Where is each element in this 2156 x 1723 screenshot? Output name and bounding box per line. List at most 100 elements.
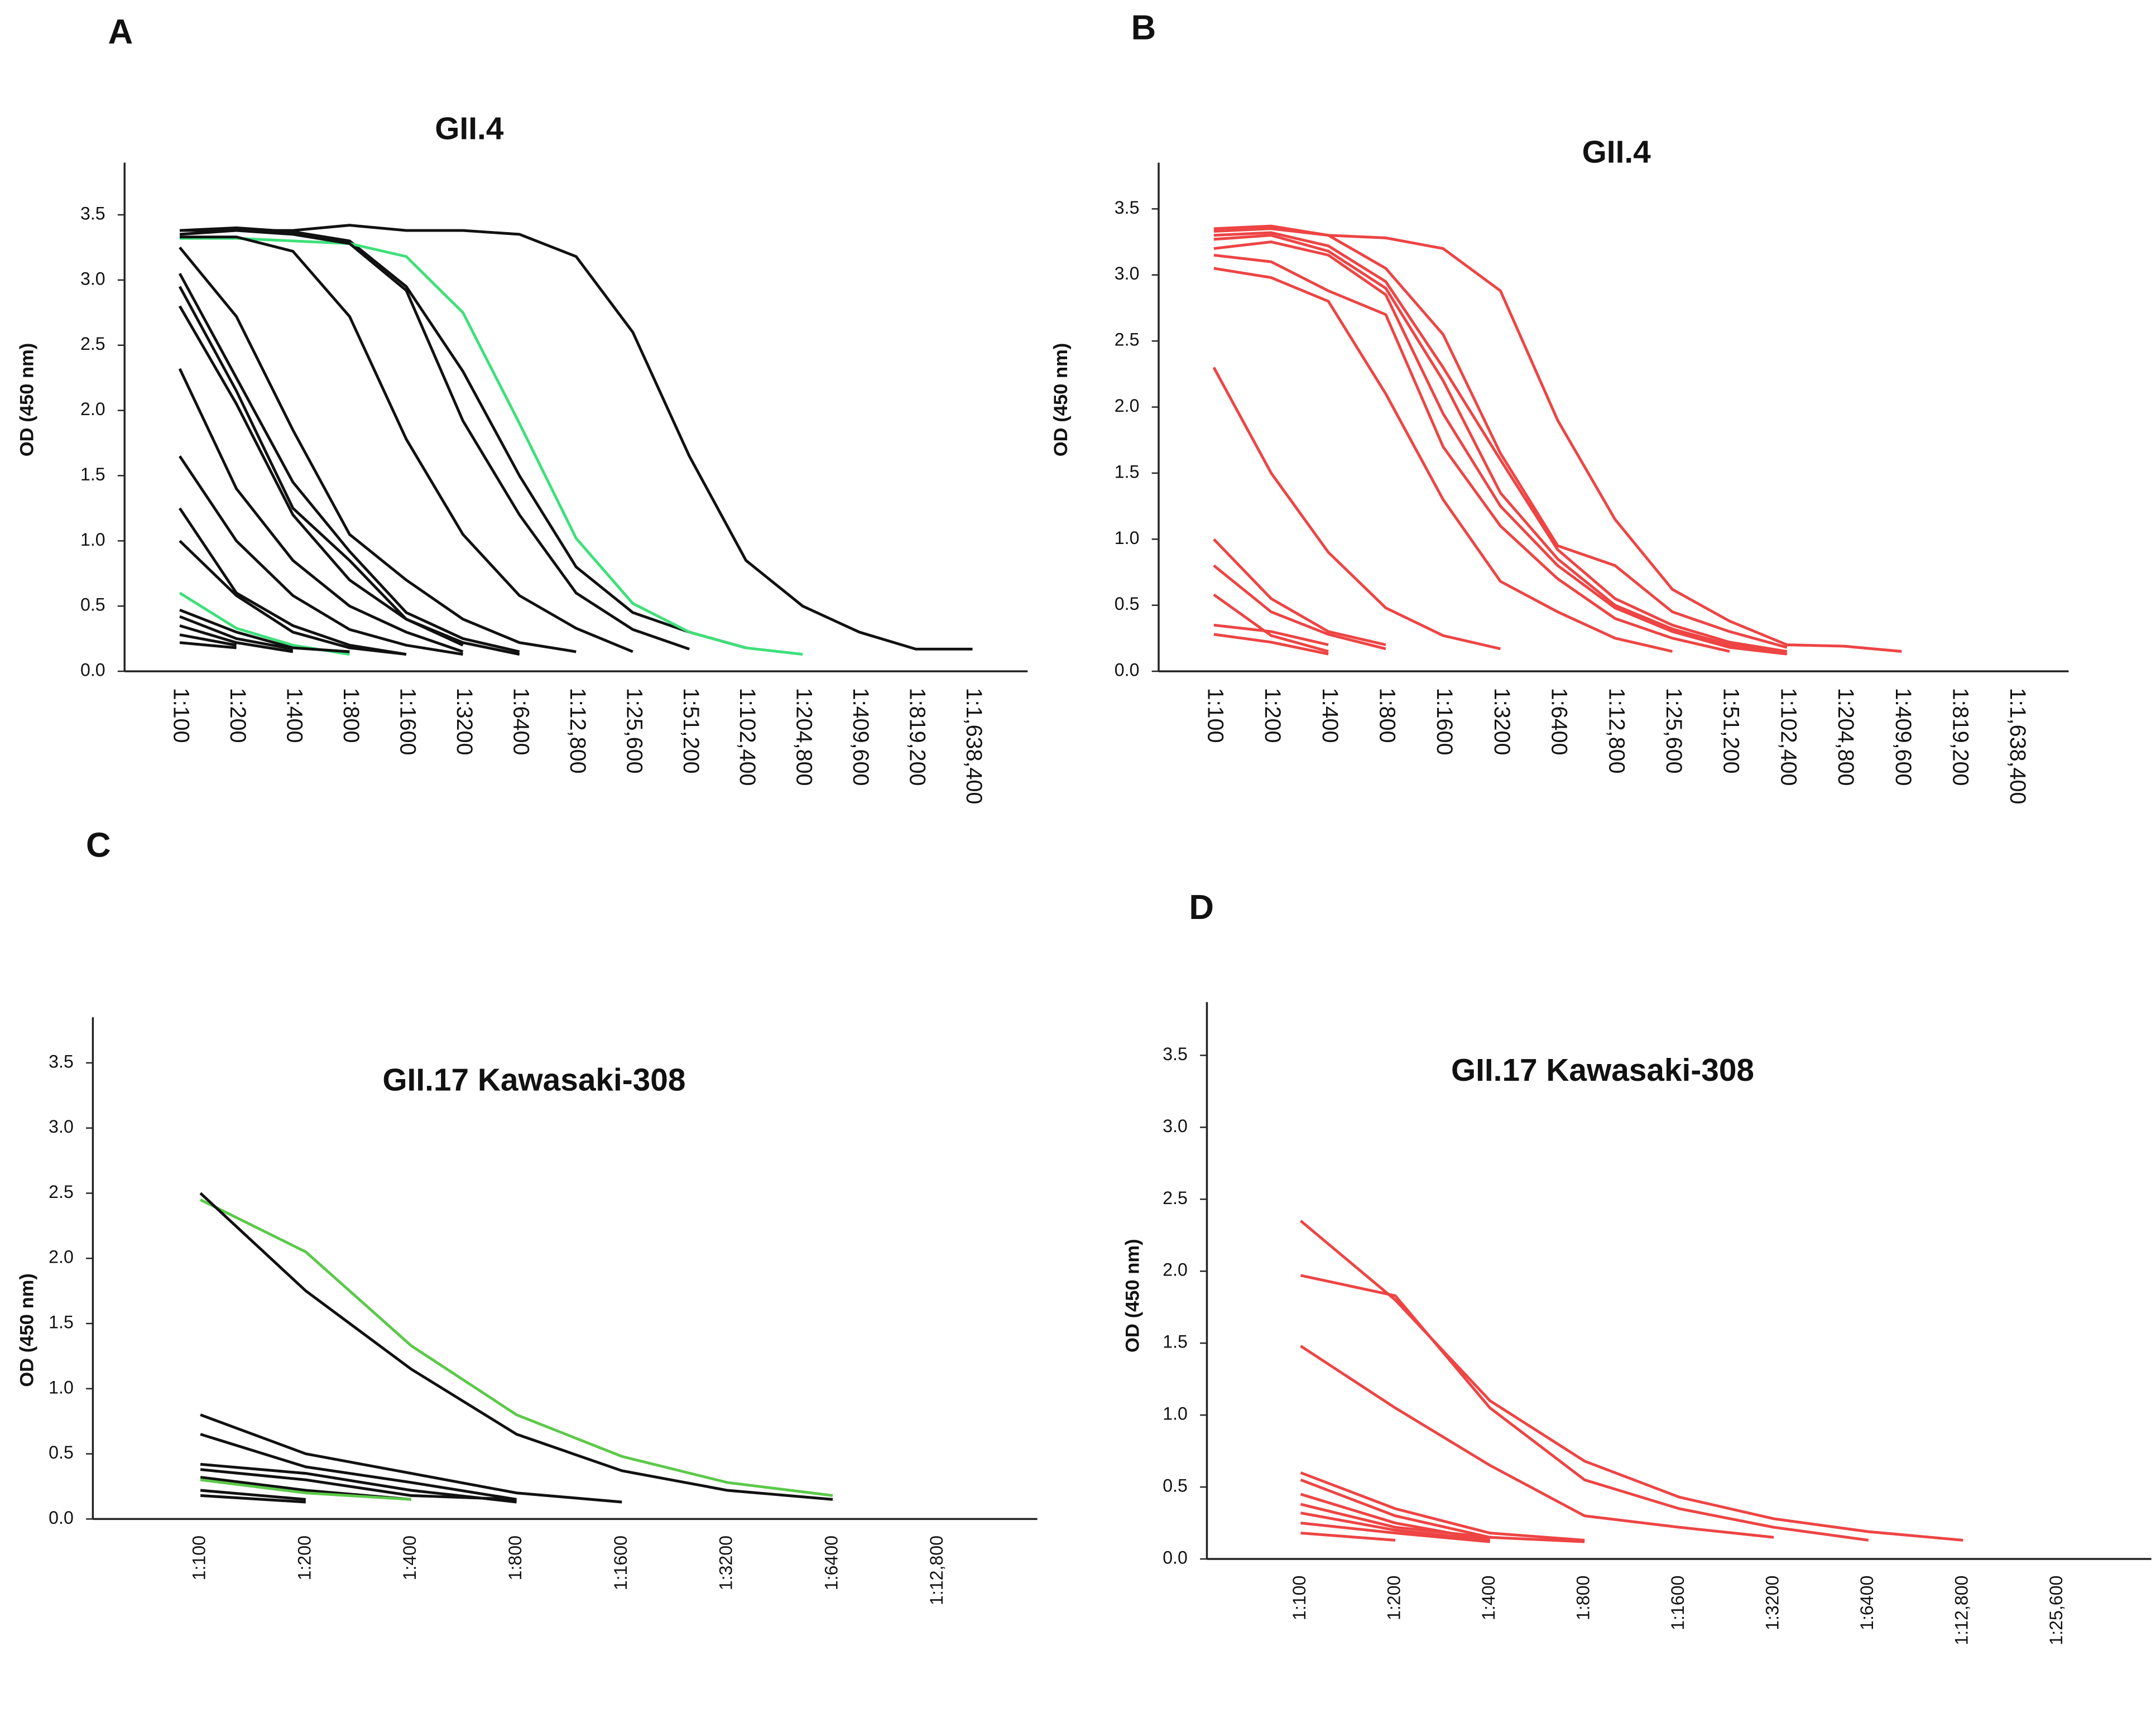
x-tick-label: 1:400 bbox=[400, 1536, 420, 1580]
y-tick-label: 3.5 bbox=[1163, 1044, 1188, 1064]
x-tick-label: 1:6400 bbox=[1547, 688, 1572, 755]
series-line bbox=[200, 1413, 622, 1504]
panel-letter: B bbox=[1131, 9, 1156, 47]
x-tick-label: 1:100 bbox=[189, 1536, 209, 1580]
series-line bbox=[1213, 267, 1673, 653]
x-tick-label: 1:400 bbox=[1318, 688, 1342, 743]
y-tick-label: 2.0 bbox=[1115, 396, 1140, 416]
panel-letter: C bbox=[86, 826, 111, 865]
series-line bbox=[1300, 1522, 1490, 1543]
series-line bbox=[179, 641, 237, 649]
x-tick-label: 1:6400 bbox=[508, 688, 533, 755]
chart-title: GII.17 Kawasaki-308 bbox=[382, 1062, 685, 1098]
x-tick-label: 1:25,600 bbox=[2046, 1576, 2066, 1645]
x-tick-label: 1:1,638,400 bbox=[2005, 688, 2030, 805]
y-tick-label: 0.0 bbox=[80, 660, 105, 680]
x-tick-label: 1:100 bbox=[1289, 1576, 1309, 1620]
series-line bbox=[178, 455, 463, 656]
series-line bbox=[1213, 633, 1329, 656]
series-line bbox=[180, 229, 690, 651]
x-tick-label: 1:409,600 bbox=[1891, 688, 1915, 786]
series-line bbox=[1213, 623, 1329, 647]
series-line bbox=[179, 633, 237, 647]
x-tick-label: 1:819,200 bbox=[905, 688, 930, 786]
y-tick-label: 0.0 bbox=[1115, 660, 1140, 680]
series-line bbox=[200, 1489, 306, 1501]
chart-title: GII.17 Kawasaki-308 bbox=[1451, 1053, 1754, 1088]
y-tick-label: 3.5 bbox=[1115, 198, 1140, 218]
panel-letter: D bbox=[1189, 888, 1214, 927]
series-line bbox=[179, 226, 747, 649]
x-tick-label: 1:1600 bbox=[1432, 688, 1457, 755]
x-tick-label: 1:1600 bbox=[1668, 1576, 1688, 1630]
y-tick-label: 0.5 bbox=[49, 1442, 74, 1462]
x-tick-label: 1:25,600 bbox=[1662, 688, 1686, 774]
series-line bbox=[200, 1494, 306, 1504]
y-tick-label: 0.0 bbox=[1163, 1548, 1188, 1568]
x-tick-label: 1:3200 bbox=[452, 688, 477, 755]
y-tick-label: 0.0 bbox=[49, 1508, 74, 1528]
x-tick-label: 1:102,400 bbox=[735, 688, 760, 786]
series-line bbox=[1213, 227, 1788, 649]
series-line bbox=[1300, 1274, 1869, 1542]
y-tick-label: 2.0 bbox=[1163, 1260, 1188, 1280]
x-tick-label: 1:1600 bbox=[611, 1536, 631, 1590]
x-tick-label: 1:200 bbox=[1260, 688, 1285, 743]
x-tick-label: 1:12,800 bbox=[926, 1536, 947, 1605]
x-tick-label: 1:12,800 bbox=[1952, 1576, 1972, 1645]
y-tick-label: 1.5 bbox=[1163, 1332, 1188, 1352]
series-line bbox=[1300, 1503, 1490, 1539]
series-line bbox=[178, 507, 407, 656]
x-tick-label: 1:800 bbox=[1573, 1576, 1593, 1620]
x-tick-label: 1:3200 bbox=[1490, 688, 1514, 755]
y-tick-label: 2.5 bbox=[80, 334, 105, 354]
x-tick-label: 1:409,600 bbox=[848, 688, 873, 786]
panel-letter: A bbox=[108, 13, 133, 51]
series-line bbox=[180, 235, 633, 653]
series-line bbox=[1300, 1512, 1490, 1542]
y-axis-label: OD (450 nm) bbox=[1050, 343, 1072, 457]
y-tick-label: 2.0 bbox=[80, 399, 105, 419]
series-line bbox=[200, 1468, 517, 1501]
y-tick-label: 1.0 bbox=[1163, 1404, 1188, 1424]
series-line bbox=[1213, 231, 1788, 653]
series-line bbox=[1299, 1220, 1963, 1542]
series-line bbox=[1213, 593, 1329, 653]
y-tick-label: 0.5 bbox=[1115, 594, 1140, 614]
x-tick-label: 1:1600 bbox=[395, 688, 420, 755]
x-tick-label: 1:200 bbox=[225, 688, 250, 743]
series-line bbox=[1300, 1471, 1585, 1542]
y-tick-label: 3.0 bbox=[1163, 1116, 1188, 1136]
y-tick-label: 2.0 bbox=[49, 1247, 74, 1267]
series-line bbox=[178, 305, 464, 647]
x-tick-label: 1:204,800 bbox=[792, 688, 817, 786]
series-line bbox=[1300, 1345, 1774, 1539]
series-line bbox=[1213, 240, 1788, 656]
y-axis-label: OD (450 nm) bbox=[16, 1273, 37, 1387]
y-tick-label: 1.0 bbox=[49, 1377, 74, 1397]
series-line bbox=[1213, 538, 1386, 647]
series-line bbox=[179, 246, 577, 653]
x-tick-label: 1:12,800 bbox=[565, 688, 590, 774]
y-tick-label: 3.5 bbox=[80, 203, 105, 223]
series-line bbox=[180, 237, 803, 656]
x-tick-label: 1:102,400 bbox=[1776, 688, 1800, 786]
y-axis-label: OD (450 nm) bbox=[1122, 1239, 1144, 1353]
series-line bbox=[199, 1192, 833, 1501]
series-line bbox=[1300, 1478, 1585, 1543]
series-line bbox=[179, 624, 294, 653]
x-tick-label: 1:200 bbox=[294, 1536, 314, 1580]
series-line bbox=[178, 272, 520, 653]
x-tick-label: 1:100 bbox=[169, 688, 194, 743]
x-tick-label: 1:6400 bbox=[1857, 1576, 1877, 1630]
chart-title: GII.4 bbox=[1582, 135, 1651, 170]
y-tick-label: 2.5 bbox=[1115, 330, 1140, 350]
y-tick-label: 1.0 bbox=[1115, 528, 1140, 548]
x-tick-label: 1:400 bbox=[1478, 1576, 1499, 1620]
series-line bbox=[179, 224, 973, 651]
x-tick-label: 1:819,200 bbox=[1948, 688, 1972, 786]
x-tick-label: 1:6400 bbox=[821, 1536, 841, 1590]
y-tick-label: 3.5 bbox=[49, 1051, 74, 1071]
